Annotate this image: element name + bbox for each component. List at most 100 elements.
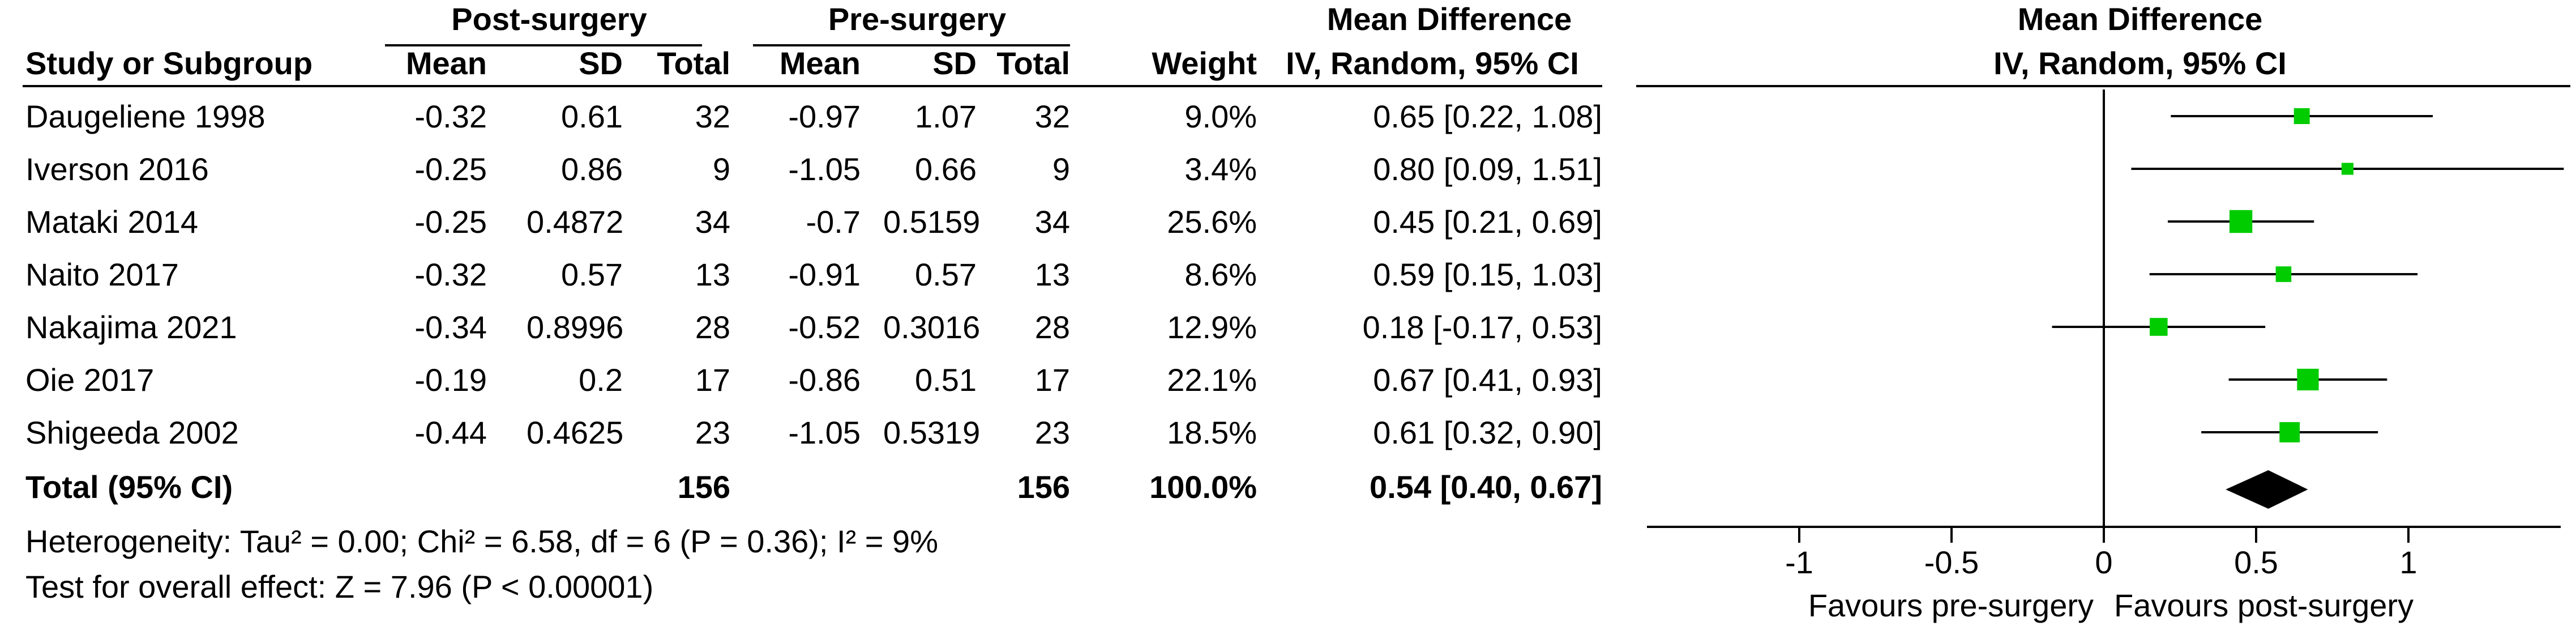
plot-method: IV, Random, 95% CI [1993, 45, 2287, 81]
study-marker [2279, 422, 2300, 442]
post-mean: -0.44 [414, 415, 487, 450]
total-post-n: 156 [677, 469, 730, 505]
pre-total: 32 [1034, 99, 1070, 134]
col-effect-method: IV, Random, 95% CI [1286, 45, 1579, 81]
weight: 9.0% [1184, 99, 1257, 134]
pre-sd: 0.3016 [883, 309, 981, 345]
x-tick-label: 0.5 [2234, 544, 2278, 580]
total-label: Total (95% CI) [25, 469, 233, 505]
effect-ci: 0.65 [0.22, 1.08] [1373, 99, 1602, 134]
pre-total: 28 [1034, 309, 1070, 345]
effect-ci: 0.61 [0.32, 0.90] [1373, 415, 1602, 450]
weight: 22.1% [1167, 362, 1257, 398]
weight: 8.6% [1184, 257, 1257, 292]
weight: 3.4% [1184, 151, 1257, 187]
weight: 18.5% [1167, 415, 1257, 450]
post-sd: 0.61 [561, 99, 623, 134]
group2-underline [753, 44, 1070, 46]
post-sd: 0.4625 [527, 415, 624, 450]
total-ci: 0.54 [0.40, 0.67] [1370, 469, 1602, 505]
study-name: Shigeeda 2002 [25, 415, 239, 450]
header-rule-plot [1636, 85, 2570, 87]
col-weight: Weight [1152, 45, 1257, 81]
post-total: 32 [695, 99, 730, 134]
pre-total: 23 [1034, 415, 1070, 450]
col-pre-sd: SD [932, 45, 977, 81]
pre-mean: -1.05 [788, 415, 861, 450]
study-marker [2150, 318, 2168, 336]
post-total: 23 [695, 415, 730, 450]
post-total: 9 [712, 151, 730, 187]
pre-total: 9 [1052, 151, 1070, 187]
group2-header: Pre-surgery [828, 1, 1007, 37]
effect-ci: 0.45 [0.21, 0.69] [1373, 204, 1602, 240]
post-sd: 0.8996 [527, 309, 624, 345]
pre-mean: -0.7 [806, 204, 861, 240]
pre-sd: 0.66 [915, 151, 977, 187]
group1-header: Post-surgery [451, 1, 647, 37]
pre-mean: -0.86 [788, 362, 861, 398]
study-name: Oie 2017 [25, 362, 155, 398]
post-sd: 0.57 [561, 257, 623, 292]
study-marker [2229, 210, 2253, 233]
group1-underline [385, 44, 702, 46]
post-sd: 0.86 [561, 151, 623, 187]
plot-title: Mean Difference [2017, 1, 2263, 37]
study-marker [2341, 163, 2354, 175]
study-name: Mataki 2014 [25, 204, 199, 240]
study-name: Naito 2017 [25, 257, 179, 292]
study-marker [2297, 368, 2319, 391]
post-mean: -0.25 [414, 204, 487, 240]
effect-ci: 0.18 [-0.17, 0.53] [1362, 309, 1602, 345]
effect-ci: 0.59 [0.15, 1.03] [1373, 257, 1602, 292]
pre-mean: -0.52 [788, 309, 861, 345]
pooled-diamond [2226, 470, 2308, 509]
heterogeneity-text: Heterogeneity: Tau² = 0.00; Chi² = 6.58,… [25, 523, 938, 559]
post-mean: -0.25 [414, 151, 487, 187]
effect-header: Mean Difference [1326, 1, 1572, 37]
total-weight: 100.0% [1149, 469, 1257, 505]
post-total: 13 [695, 257, 730, 292]
study-marker [2275, 266, 2292, 282]
x-tick-label: -0.5 [1924, 544, 1979, 580]
study-name: Nakajima 2021 [25, 309, 237, 345]
pre-total: 13 [1034, 257, 1070, 292]
weight: 25.6% [1167, 204, 1257, 240]
pre-sd: 0.5319 [883, 415, 981, 450]
col-study: Study or Subgroup [25, 45, 313, 81]
weight: 12.9% [1167, 309, 1257, 345]
x-tick-label: 1 [2399, 544, 2417, 580]
post-total: 17 [695, 362, 730, 398]
study-name: Iverson 2016 [25, 151, 209, 187]
study-name: Daugeliene 1998 [25, 99, 266, 134]
pre-sd: 0.5159 [883, 204, 981, 240]
col-post-mean: Mean [405, 45, 487, 81]
pre-sd: 0.57 [915, 257, 977, 292]
post-mean: -0.19 [414, 362, 487, 398]
overall-effect-text: Test for overall effect: Z = 7.96 (P < 0… [25, 569, 654, 604]
post-mean: -0.32 [414, 99, 487, 134]
pre-sd: 1.07 [915, 99, 977, 134]
pre-mean: -0.97 [788, 99, 861, 134]
pre-mean: -0.91 [788, 257, 861, 292]
favours-left-label: Favours pre-surgery [1808, 587, 2094, 623]
total-pre-n: 156 [1017, 469, 1070, 505]
col-pre-total: Total [996, 45, 1070, 81]
post-sd: 0.4872 [527, 204, 624, 240]
post-mean: -0.34 [414, 309, 487, 345]
favours-right-label: Favours post-surgery [2114, 587, 2414, 623]
post-mean: -0.32 [414, 257, 487, 292]
effect-ci: 0.80 [0.09, 1.51] [1373, 151, 1602, 187]
effect-ci: 0.67 [0.41, 0.93] [1373, 362, 1602, 398]
post-total: 34 [695, 204, 730, 240]
pre-sd: 0.51 [915, 362, 977, 398]
post-sd: 0.2 [579, 362, 623, 398]
col-post-total: Total [657, 45, 730, 81]
pre-mean: -1.05 [788, 151, 861, 187]
x-tick-label: -1 [1785, 544, 1813, 580]
pre-total: 17 [1034, 362, 1070, 398]
col-post-sd: SD [579, 45, 623, 81]
header-rule-table [23, 85, 1602, 87]
study-marker [2293, 108, 2310, 124]
